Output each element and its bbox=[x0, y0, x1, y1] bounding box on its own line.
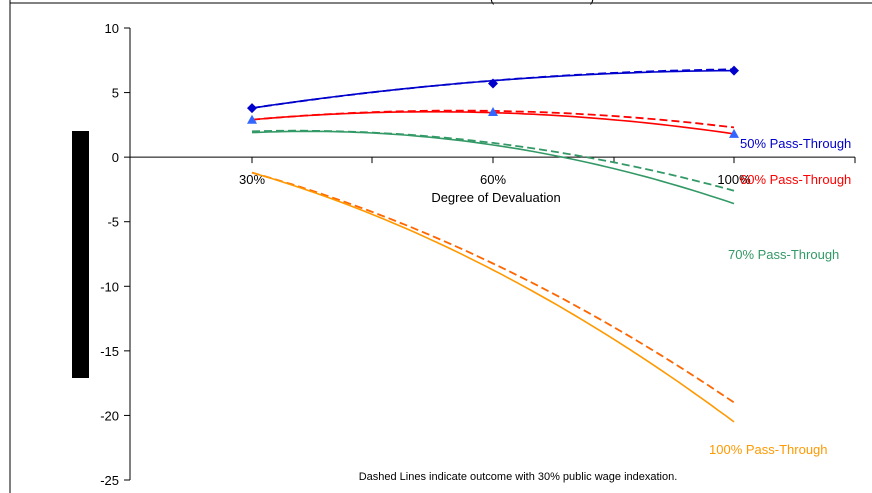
data-point-60-pass-through bbox=[729, 128, 739, 138]
chart-title-fragment-right: ) bbox=[590, 0, 594, 5]
x-tick-label: 100% bbox=[717, 172, 751, 187]
y-tick-label: 0 bbox=[112, 150, 119, 165]
black-bar-graphic bbox=[72, 131, 89, 378]
data-point-60-pass-through bbox=[488, 106, 498, 116]
data-point-50-pass-through bbox=[247, 103, 257, 114]
x-axis-label: Degree of Devaluation bbox=[431, 190, 560, 205]
series-dashed-70-pass-through bbox=[251, 129, 735, 192]
y-tick-label: -25 bbox=[100, 473, 119, 488]
series-label-50-pass-through: 50% Pass-Through bbox=[740, 136, 851, 151]
series-label-70-pass-through: 70% Pass-Through bbox=[728, 247, 839, 262]
series-solid-50-pass-through bbox=[251, 69, 735, 109]
data-point-60-pass-through bbox=[247, 114, 257, 124]
y-tick-label: 10 bbox=[105, 21, 119, 36]
series-solid-70-pass-through bbox=[251, 130, 735, 205]
series-label-60-pass-through: 60% Pass-Through bbox=[740, 172, 851, 187]
series-dashed-50-pass-through bbox=[251, 68, 735, 109]
series-solid-100-pass-through bbox=[251, 171, 735, 423]
series-label-100-pass-through: 100% Pass-Through bbox=[709, 442, 828, 457]
chart-title-fragment: ( bbox=[490, 0, 495, 5]
data-point-50-pass-through bbox=[488, 78, 498, 89]
chart-footnote: Dashed Lines indicate outcome with 30% p… bbox=[359, 471, 678, 483]
y-tick-label: -20 bbox=[100, 408, 119, 423]
y-tick-label: -10 bbox=[100, 279, 119, 294]
y-tick-label: 5 bbox=[112, 86, 119, 101]
y-tick-label: -5 bbox=[107, 215, 119, 230]
series-dashed-100-pass-through bbox=[251, 171, 735, 404]
x-tick-label: 60% bbox=[480, 172, 506, 187]
x-tick-label: 30% bbox=[239, 172, 265, 187]
y-tick-label: -15 bbox=[100, 344, 119, 359]
data-point-50-pass-through bbox=[729, 65, 739, 76]
